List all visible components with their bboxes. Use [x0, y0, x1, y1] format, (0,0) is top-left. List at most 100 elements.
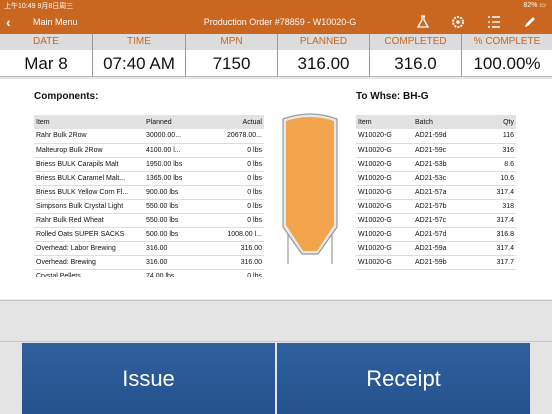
- column-header-batch: Batch: [413, 115, 476, 129]
- table-cell: 318: [476, 199, 516, 214]
- table-cell: Rolled Oats SUPER SACKS: [34, 227, 144, 242]
- table-cell: 20678.00...: [204, 129, 264, 144]
- table-cell: W10020-G: [356, 129, 413, 144]
- table-cell: 30000.00...: [144, 129, 204, 144]
- table-cell: 317.7: [476, 255, 516, 270]
- component-row[interactable]: Malteurop Bulk 2Row 4100.00 l... 0 lbs: [34, 143, 264, 158]
- table-cell: 316.00: [144, 241, 204, 256]
- mpn-cell: MPN 7150: [186, 34, 278, 77]
- batch-row[interactable]: W10020-G AD21-53b 8.6: [356, 157, 516, 172]
- table-cell: W10020-G: [356, 255, 413, 270]
- column-header-qty: Qty: [476, 115, 516, 129]
- status-bar: 上午10:49 9月8日周三 82% ▭: [0, 0, 552, 12]
- component-row[interactable]: Overhead: Labor Brewing 316.00 316.00: [34, 241, 264, 256]
- table-cell: AD21-59d: [413, 129, 476, 144]
- components-table[interactable]: Item Planned Actual Rahr Bulk 2Row 30000.…: [34, 115, 264, 277]
- table-cell: Overhead: Brewing: [34, 255, 144, 270]
- batch-row[interactable]: W10020-G AD21-57c 317.4: [356, 213, 516, 228]
- table-cell: 900.00 lbs: [144, 185, 204, 200]
- list-icon[interactable]: [487, 15, 501, 29]
- table-cell: W10020-G: [356, 241, 413, 256]
- table-cell: W10020-G: [356, 199, 413, 214]
- batch-row[interactable]: W10020-G AD21-53c 10.6: [356, 171, 516, 186]
- component-row[interactable]: Briess BULK Caramel Malt... 1365.00 lbs 0 …: [34, 171, 264, 186]
- pencil-icon[interactable]: [523, 15, 537, 29]
- table-cell: W10020-G: [356, 227, 413, 242]
- table-cell: AD21-59c: [413, 143, 476, 158]
- table-cell: AD21-53b: [413, 157, 476, 172]
- table-cell: AD21-59a: [413, 241, 476, 256]
- component-row[interactable]: Overhead: Brewing 316.00 316.00: [34, 255, 264, 270]
- table-cell: 74.00 lbs: [144, 269, 204, 277]
- percent-complete-cell: % COMPLETE 100.00%: [462, 34, 552, 77]
- fermentation-tank-graphic: [282, 113, 338, 264]
- spacer-bar: [0, 300, 552, 342]
- component-row[interactable]: Rahr Bulk 2Row 30000.00... 20678.00...: [34, 129, 264, 144]
- component-row[interactable]: Briess BULK Carapils Malt 1950.00 lbs 0 lb…: [34, 157, 264, 172]
- back-chevron-icon[interactable]: ‹: [6, 14, 11, 30]
- status-time: 上午10:49 9月8日周三: [4, 3, 74, 10]
- table-cell: Crystal Pellets: [34, 269, 144, 277]
- table-cell: 0 lbs: [204, 269, 264, 277]
- table-cell: Briess BULK Yellow Corn Fl...: [34, 185, 144, 200]
- table-cell: W10020-G: [356, 185, 413, 200]
- page-title: Production Order #78859 - W10020-G: [203, 17, 357, 27]
- table-cell: AD21-57d: [413, 227, 476, 242]
- order-summary-header: DATE Mar 8 TIME 07:40 AM MPN 7150 PLANNED 31…: [0, 34, 552, 77]
- column-header-item: Item: [356, 115, 413, 129]
- navigation-bar: ‹ Main Menu Production Order #78859 - W1…: [0, 12, 552, 34]
- batch-row[interactable]: W10020-G AD21-57b 318: [356, 199, 516, 214]
- order-details-panel: Components: Item Planned Actual Rahr Bul…: [0, 79, 552, 299]
- table-cell: 0 lbs: [204, 185, 264, 200]
- batch-row[interactable]: W10020-G AD21-57d 316.8: [356, 227, 516, 242]
- table-cell: AD21-59b: [413, 255, 476, 270]
- table-cell: 317.4: [476, 213, 516, 228]
- components-heading: Components:: [34, 91, 99, 102]
- table-cell: AD21-57a: [413, 185, 476, 200]
- table-cell: 550.00 lbs: [144, 213, 204, 228]
- table-cell: AD21-57c: [413, 213, 476, 228]
- table-cell: AD21-53c: [413, 171, 476, 186]
- table-cell: 316.00: [204, 255, 264, 270]
- column-header-item: Item: [34, 115, 144, 129]
- component-row[interactable]: Rahr Bulk Red Wheat 550.00 lbs 0 lbs: [34, 213, 264, 228]
- table-cell: W10020-G: [356, 213, 413, 228]
- completed-cell: COMPLETED 316.0: [370, 34, 462, 77]
- table-cell: 316: [476, 143, 516, 158]
- gear-icon[interactable]: [451, 15, 465, 29]
- batch-row[interactable]: W10020-G AD21-57a 317.4: [356, 185, 516, 200]
- table-cell: Simpsons Bulk Crystal Light: [34, 199, 144, 214]
- issue-button[interactable]: Issue: [22, 343, 275, 414]
- table-cell: Overhead: Labor Brewing: [34, 241, 144, 256]
- component-row[interactable]: Briess BULK Yellow Corn Fl... 900.00 lbs 0…: [34, 185, 264, 200]
- component-row[interactable]: Simpsons Bulk Crystal Light 550.00 lbs 0 l…: [34, 199, 264, 214]
- action-buttons: Issue Receipt: [0, 343, 552, 414]
- table-cell: 0 lbs: [204, 213, 264, 228]
- table-cell: 0 lbs: [204, 171, 264, 186]
- component-row[interactable]: Crystal Pellets 74.00 lbs 0 lbs: [34, 269, 264, 277]
- warehouse-batch-table[interactable]: Item Batch Qty W10020-G AD21-59d 116 W10020…: [356, 115, 516, 270]
- batch-row[interactable]: W10020-G AD21-59a 317.4: [356, 241, 516, 256]
- main-menu-link[interactable]: Main Menu: [33, 17, 78, 27]
- planned-cell: PLANNED 316.00: [278, 34, 370, 77]
- table-cell: 1365.00 lbs: [144, 171, 204, 186]
- receipt-button[interactable]: Receipt: [277, 343, 530, 414]
- table-cell: 317.4: [476, 185, 516, 200]
- table-cell: W10020-G: [356, 157, 413, 172]
- table-cell: Malteurop Bulk 2Row: [34, 143, 144, 158]
- flask-icon[interactable]: [416, 15, 430, 29]
- table-cell: 4100.00 l...: [144, 143, 204, 158]
- component-row[interactable]: Rolled Oats SUPER SACKS 500.00 lbs 1008.00…: [34, 227, 264, 242]
- table-cell: 500.00 lbs: [144, 227, 204, 242]
- table-cell: 116: [476, 129, 516, 144]
- column-header-planned: Planned: [144, 115, 204, 129]
- batch-row[interactable]: W10020-G AD21-59c 316: [356, 143, 516, 158]
- table-cell: Rahr Bulk 2Row: [34, 129, 144, 144]
- table-cell: 317.4: [476, 241, 516, 256]
- batch-row[interactable]: W10020-G AD21-59d 116: [356, 129, 516, 144]
- table-cell: 0 lbs: [204, 157, 264, 172]
- table-cell: 0 lbs: [204, 199, 264, 214]
- batch-row[interactable]: W10020-G AD21-59b 317.7: [356, 255, 516, 270]
- table-cell: AD21-57b: [413, 199, 476, 214]
- table-cell: W10020-G: [356, 143, 413, 158]
